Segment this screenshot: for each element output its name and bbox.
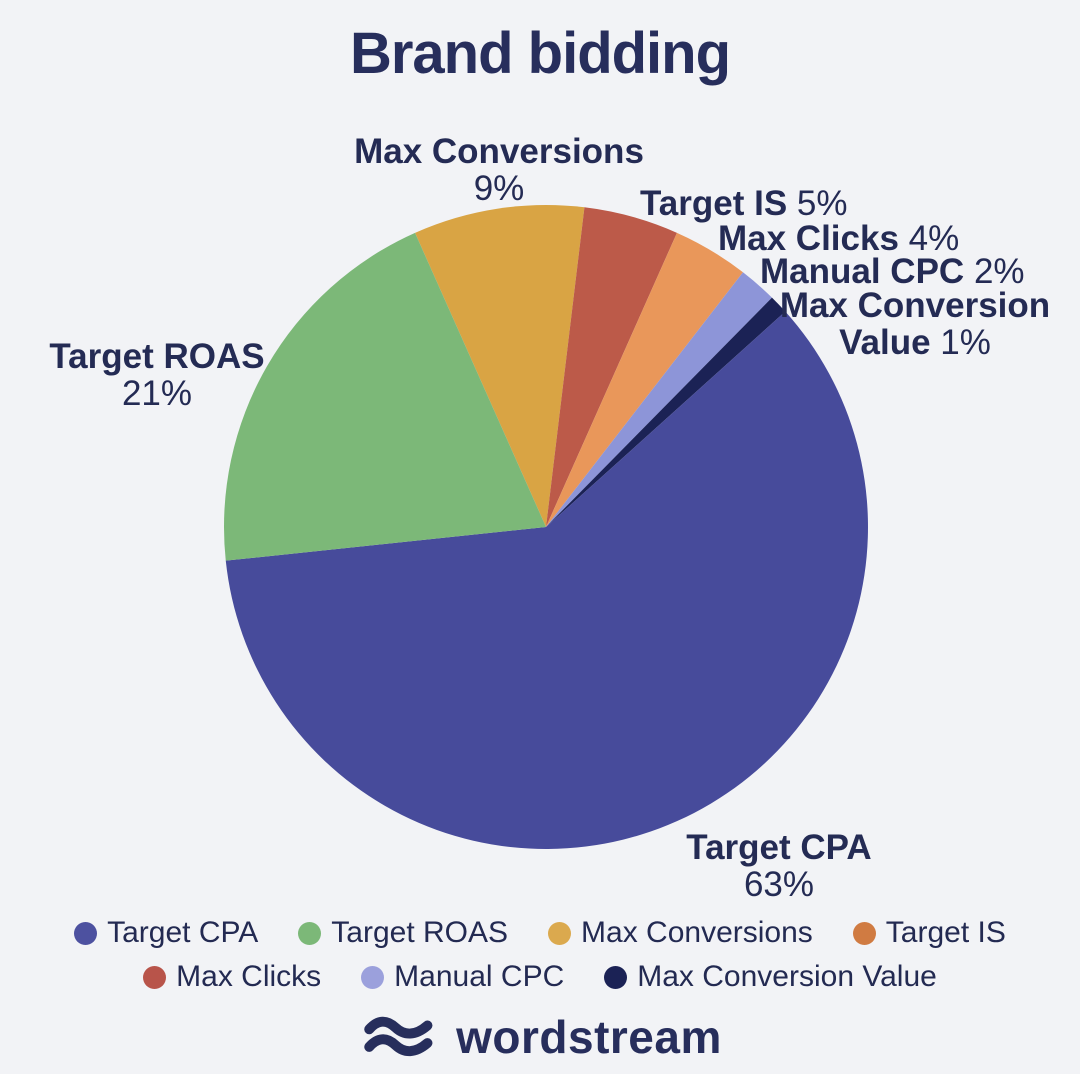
pie-label-target-is-pct: 5% [796,184,848,223]
pie-label-manual-cpc-pct: 2% [973,252,1025,291]
pie-label-target-cpa: Target CPA 63% [629,829,929,903]
page-title: Brand bidding [349,21,731,86]
legend-dot-max-conversions [548,921,572,945]
pie-label-target-roas: Target ROAS 21% [7,338,307,412]
legend-dot-max-conversion-value [604,965,628,989]
pie-label-manual-cpc: Manual CPC 2% [760,253,1025,290]
pie-slice-max-conversions [415,204,585,527]
legend-label-manual-cpc: Manual CPC [394,960,565,993]
pie-label-max-conversion-value: Max Conversion Value 1% [775,287,1055,361]
pie-slice-target-is [546,207,677,528]
pie-label-max-clicks-pct: 4% [908,219,960,258]
legend-item-target-is: Target IS [852,916,1006,950]
legend-item-max-conversion-value: Max Conversion Value [604,960,937,994]
brand-name: wordstream [456,1011,722,1063]
wordstream-waves-icon [364,1016,433,1057]
legend-dot-target-cpa [74,921,98,945]
legend-item-max-clicks: Max Clicks [143,960,321,994]
pie-label-target-is-name: Target IS [640,184,788,223]
pie-label-max-clicks-name: Max Clicks [718,219,899,258]
legend-row-2: Max Clicks Manual CPC Max Conversion Val… [0,960,1080,994]
pie-slice-target-cpa [225,311,868,849]
brand-footer: wordstream [0,1010,1080,1064]
pie-label-max-clicks: Max Clicks 4% [718,220,959,257]
legend-label-target-cpa: Target CPA [107,916,259,949]
legend-dot-target-roas [298,921,322,945]
pie-slice-manual-cpc [546,272,772,527]
legend-item-max-conversions: Max Conversions [548,916,813,950]
pie-label-target-roas-name: Target ROAS [49,337,265,376]
pie-label-max-conversions-pct: 9% [473,169,525,208]
pie-label-max-conversion-value-line2: Value 1% [839,323,991,362]
legend-dot-max-clicks [143,965,167,989]
legend-dot-target-is [852,921,876,945]
legend-dot-manual-cpc [361,965,385,989]
legend-label-target-roas: Target ROAS [331,916,509,949]
pie-label-manual-cpc-name: Manual CPC [760,252,965,291]
pie-label-max-conversions: Max Conversions 9% [299,133,699,207]
pie-label-target-cpa-pct: 63% [743,865,815,904]
pie-slice-target-roas [223,232,546,561]
pie-slice-max-clicks [546,232,743,527]
legend-row-1: Target CPA Target ROAS Max Conversions T… [0,916,1080,950]
legend-item-target-cpa: Target CPA [74,916,258,950]
legend-label-max-conversion-value: Max Conversion Value [637,960,937,993]
pie-label-target-is: Target IS 5% [640,185,848,222]
pie-slice-max-conversion-value [546,297,786,527]
pie-label-target-roas-pct: 21% [121,374,193,413]
legend-label-target-is: Target IS [885,916,1006,949]
pie-label-max-conversions-name: Max Conversions [354,132,644,171]
legend-item-target-roas: Target ROAS [298,916,508,950]
legend-item-manual-cpc: Manual CPC [361,960,564,994]
pie-label-target-cpa-name: Target CPA [686,828,872,867]
legend-label-max-clicks: Max Clicks [176,960,322,993]
legend-label-max-conversions: Max Conversions [581,916,813,949]
pie-label-max-conversion-value-line1: Max Conversion [779,286,1051,325]
